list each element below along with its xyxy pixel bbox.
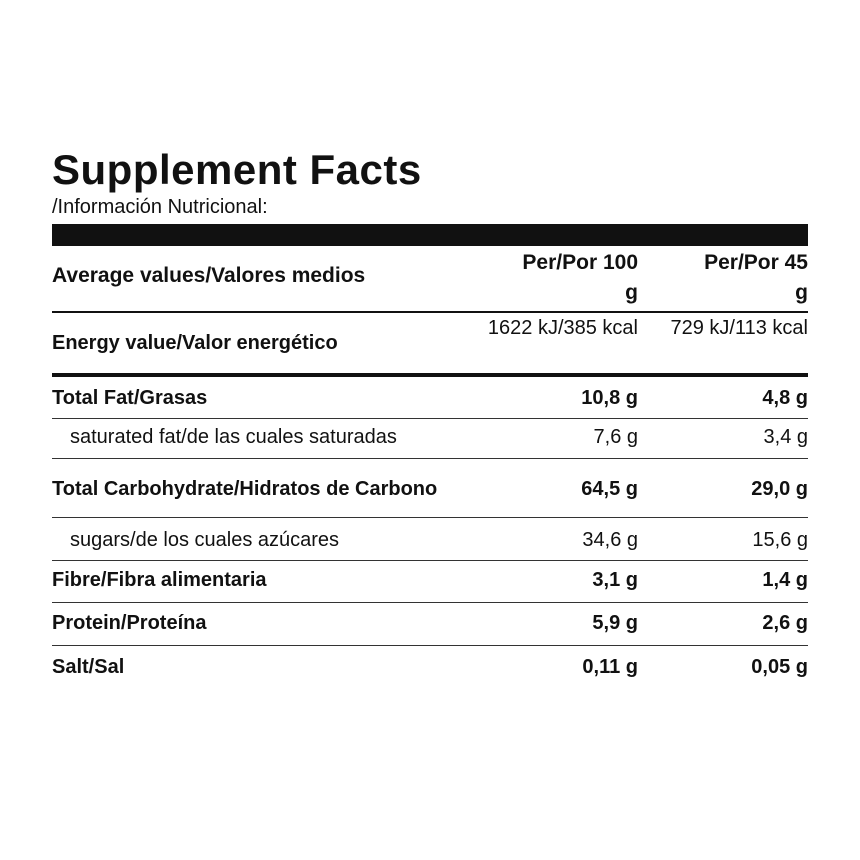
cell-value: 2,6 g (762, 612, 808, 634)
thick-bar (52, 224, 808, 246)
row-label: saturated fat/de las cuales saturadas (70, 426, 397, 448)
cell-value: 15,6 g (752, 529, 808, 551)
row-label: sugars/de los cuales azúcares (70, 529, 340, 551)
column-header: Per/Por 45 g (704, 251, 808, 304)
cell-value: 4,8 g (762, 387, 808, 409)
cell-value: 10,8 g (581, 387, 638, 409)
rule (52, 645, 808, 646)
row-label: Total Carbohydrate/Hidratos de Carbono (52, 478, 438, 500)
cell-value: 7,6 g (593, 426, 638, 448)
column-header: Per/Por 100 g (522, 251, 638, 304)
rule (52, 517, 808, 518)
cell-value: 64,5 g (581, 478, 638, 500)
cell-value: 729 kJ/113 kcal (670, 317, 809, 339)
cell-value: 1622 kJ/385 kcal (487, 317, 638, 339)
row-label: Energy value/Valor energético (52, 332, 338, 354)
row-label: Salt/Sal (52, 656, 125, 678)
rule (52, 373, 808, 377)
subtitle: /Información Nutricional: (52, 196, 268, 218)
cell-value: 34,6 g (582, 529, 638, 551)
rule (52, 458, 808, 459)
cell-value: 0,05 g (751, 656, 808, 678)
rule (52, 418, 808, 419)
rule (52, 602, 808, 603)
cell-value: 5,9 g (592, 612, 638, 634)
row-label: Total Fat/Grasas (52, 387, 208, 409)
cell-value: 3,1 g (592, 569, 638, 591)
rule (52, 560, 808, 561)
rule (52, 311, 808, 313)
cell-value: 1,4 g (762, 569, 808, 591)
title: Supplement Facts (52, 146, 422, 193)
cell-value: 0,11 g (582, 656, 638, 678)
row-label: Protein/Proteína (52, 612, 207, 634)
cell-value: 29,0 g (751, 478, 808, 500)
cell-value: 3,4 g (763, 426, 808, 448)
column-header: Average values/Valores medios (52, 264, 366, 287)
row-label: Fibre/Fibra alimentaria (52, 569, 267, 591)
